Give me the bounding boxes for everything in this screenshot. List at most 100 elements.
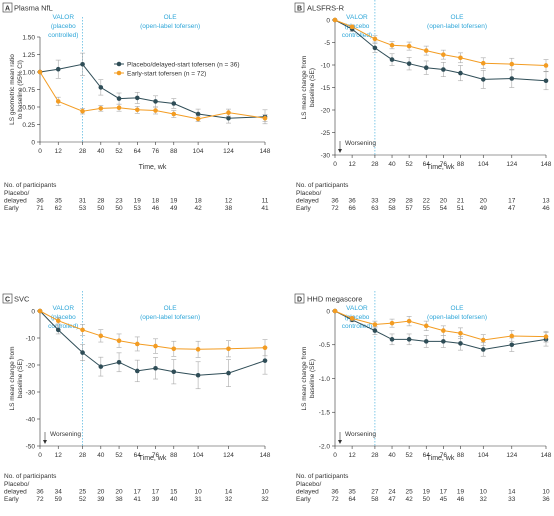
data-point (171, 111, 177, 117)
x-tick-label: 88 (170, 452, 178, 459)
participants-placebo-cell: 35 (55, 198, 63, 205)
data-point (116, 96, 122, 101)
y-tick-label: -10 (26, 335, 36, 342)
participants-early-cell: 72 (331, 496, 339, 503)
data-point (458, 330, 463, 336)
panel-letter-box (294, 2, 305, 13)
row-placebo-label: delayed (4, 489, 27, 496)
data-point (423, 48, 429, 53)
participants-placebo-cell: 31 (79, 198, 87, 205)
participants-early-cell: 52 (79, 496, 87, 503)
data-point (406, 43, 412, 49)
legend-label: Early-start tofersen (n = 72) (127, 70, 206, 77)
participants-early-cell: 57 (406, 205, 414, 212)
participants-placebo-cell: 17 (440, 489, 448, 496)
participants-early-cell: 47 (508, 205, 516, 212)
data-point (195, 116, 201, 122)
y-axis-label: LS geometric mean ratio (9, 54, 16, 125)
panel-letter: B (297, 6, 302, 13)
participants-placebo-cell: 19 (457, 489, 465, 496)
data-point (509, 342, 515, 348)
data-point (37, 308, 43, 314)
participants-placebo-cell: 20 (480, 198, 488, 205)
legend-swatch-point (116, 70, 122, 76)
y-tick-label: -30 (26, 389, 36, 396)
x-tick-label: 148 (260, 452, 271, 459)
participants-placebo-cell: 36 (36, 489, 44, 496)
x-tick-label: 0 (38, 148, 42, 155)
participants-placebo-cell: 14 (225, 489, 233, 496)
x-tick-label: 12 (55, 452, 63, 459)
data-point (80, 350, 85, 355)
data-point (171, 346, 177, 352)
participants-placebo-cell: 25 (406, 489, 414, 496)
participants-early-cell: 33 (508, 496, 516, 503)
data-point (116, 360, 122, 365)
participants-early-cell: 40 (170, 496, 178, 503)
participants-placebo-cell: 18 (152, 198, 160, 205)
ole-label: (open-label tofersen) (427, 23, 487, 30)
x-tick-label: 12 (55, 148, 63, 155)
participants-placebo-cell: 29 (388, 198, 396, 205)
valor-label: (placebo (344, 23, 369, 30)
data-point (480, 337, 486, 343)
participants-placebo-cell: 13 (542, 198, 550, 205)
participants-placebo-cell: 24 (388, 489, 396, 496)
worsening-label: Worsening (345, 431, 376, 438)
ole-label: OLE (451, 305, 465, 312)
x-tick-label: 124 (223, 452, 234, 459)
participants-placebo-cell: 36 (36, 198, 44, 205)
x-tick-label: 28 (371, 452, 379, 459)
data-point (406, 61, 412, 66)
y-axis-label: baseline (SE) (17, 359, 24, 398)
data-point (80, 62, 85, 67)
ole-label: OLE (451, 14, 465, 21)
series-line (39, 71, 266, 120)
y-tick-label: -0.5 (319, 342, 331, 349)
x-tick-label: 148 (541, 452, 552, 459)
x-tick-label: 124 (506, 161, 517, 168)
x-tick-label: 52 (406, 452, 414, 459)
y-tick-label: -40 (26, 416, 36, 423)
panel-c: C SVC VALOR (placebo controlled) OLE (open-lab… (2, 291, 271, 503)
ole-label: (open-label tofersen) (140, 23, 200, 30)
x-axis-label: Time, wk (427, 455, 455, 462)
ole-label: OLE (164, 14, 178, 21)
participants-placebo-cell: 19 (423, 489, 431, 496)
data-point (423, 323, 429, 329)
data-point (441, 67, 446, 72)
participants-placebo-cell: 17 (508, 198, 516, 205)
data-point (509, 333, 515, 339)
row-early-label: Early (296, 205, 312, 212)
x-tick-label: 64 (423, 452, 431, 459)
participants-placebo-cell: 19 (170, 198, 178, 205)
data-point (458, 341, 463, 346)
participants-placebo-cell: 35 (348, 489, 356, 496)
participants-early-cell: 41 (261, 205, 269, 212)
data-point (55, 327, 61, 333)
participants-early-cell: 45 (440, 496, 448, 503)
participants-placebo-cell: 20 (440, 198, 448, 205)
valor-label: VALOR (53, 305, 75, 312)
participants-early-cell: 32 (261, 496, 269, 503)
participants-early-cell: 51 (457, 205, 465, 212)
participants-placebo-cell: 19 (134, 198, 142, 205)
y-axis-label: LS mean change from (301, 347, 308, 411)
participants-early-cell: 58 (371, 496, 379, 503)
y-tick-label: -10 (321, 62, 331, 69)
participants-placebo-cell: 10 (480, 489, 488, 496)
y-axis-label: LS mean change from (301, 56, 308, 120)
participants-placebo-cell: 15 (170, 489, 178, 496)
participants-placebo-cell: 12 (225, 198, 233, 205)
data-point (389, 42, 395, 48)
x-tick-label: 28 (79, 148, 87, 155)
y-tick-label: 0.50 (22, 104, 35, 111)
participants-title: No. of participants (4, 473, 57, 480)
panel-letter-box (2, 2, 13, 13)
data-point (195, 372, 201, 378)
participants-placebo-cell: 22 (423, 198, 431, 205)
participants-early-cell: 66 (348, 205, 356, 212)
y-axis-label: baseline (SE) (309, 68, 316, 107)
y-axis-label: baseline (SE) (309, 359, 316, 398)
